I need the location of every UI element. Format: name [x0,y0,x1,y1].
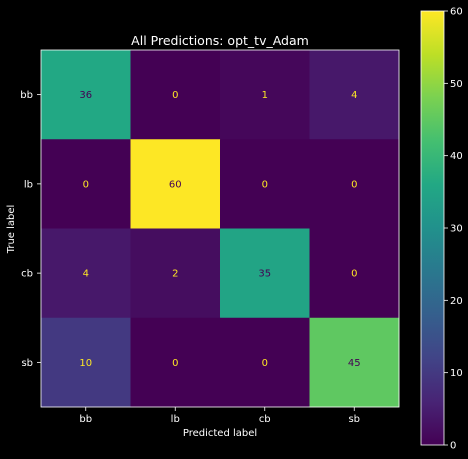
heatmap-cell [309,317,400,408]
x-axis-label: Predicted label [183,428,257,439]
cell-value: 2 [172,269,178,280]
heatmap-cell [309,139,400,229]
colorbar-tick-label: 50 [450,79,463,90]
cell-value: 60 [169,179,182,190]
x-tick-label: cb [259,414,271,425]
heatmap-cell [130,50,221,140]
heatmap-cell [220,139,310,229]
heatmap-cell [130,317,221,408]
heatmap-cell [41,50,131,140]
cell-value: 10 [79,358,92,369]
heatmap-cell [130,228,221,319]
colorbar-tick-label: 60 [450,7,463,18]
cell-value: 4 [83,269,89,280]
y-tick-label: cb [21,269,33,280]
colorbar-tick-label: 10 [450,368,463,379]
heatmap-cells [41,50,400,408]
y-tick-label: bb [20,90,33,101]
heatmap-cell [309,228,400,319]
cell-value: 0 [351,179,357,190]
x-tick-label: bb [79,414,92,425]
y-tick-label: sb [21,358,33,369]
cell-value: 0 [262,358,268,369]
heatmap-cell [130,139,221,229]
cell-value: 45 [348,358,361,369]
heatmap-cell [41,317,131,408]
y-tick-label: lb [24,179,33,190]
cell-value: 35 [258,269,271,280]
colorbar-tick-label: 30 [450,224,463,235]
cell-value: 0 [172,90,178,101]
cell-value-labels: 36 0 1 4 0 60 0 0 4 2 35 0 10 0 0 45 [79,90,360,369]
heatmap-cell [41,139,131,229]
colorbar [420,10,445,446]
cell-value: 4 [351,90,357,101]
y-axis-ticks: bb lb cb sb [20,90,41,369]
heatmap-cell [41,228,131,319]
x-tick-label: lb [171,414,180,425]
colorbar-tick-label: 40 [450,151,463,162]
heatmap-cell [220,317,310,408]
plot-frame [40,49,400,408]
cell-value: 0 [172,358,178,369]
cell-value: 0 [83,179,89,190]
heatmap-cell [220,50,310,140]
cell-value: 0 [262,179,268,190]
heatmap-cell [220,228,310,319]
heatmap-cell [309,50,400,140]
chart-title: All Predictions: opt_tv_Adam [131,33,309,48]
cell-value: 36 [79,90,92,101]
cell-value: 1 [262,90,268,101]
colorbar-ticks: 0 10 20 30 40 50 60 [444,7,463,452]
x-axis-ticks: bb lb cb sb [79,407,360,425]
colorbar-tick-label: 20 [450,296,463,307]
cell-value: 0 [351,269,357,280]
y-axis-label: True label [6,205,17,255]
x-tick-label: sb [348,414,360,425]
colorbar-tick-label: 0 [450,441,456,452]
